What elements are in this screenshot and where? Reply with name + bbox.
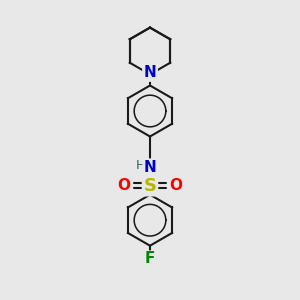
Text: O: O [117,178,130,193]
Text: F: F [145,251,155,266]
Text: N: N [144,160,156,175]
Text: O: O [169,178,183,193]
Text: N: N [144,65,156,80]
Text: H: H [136,159,145,172]
Text: S: S [143,177,157,195]
